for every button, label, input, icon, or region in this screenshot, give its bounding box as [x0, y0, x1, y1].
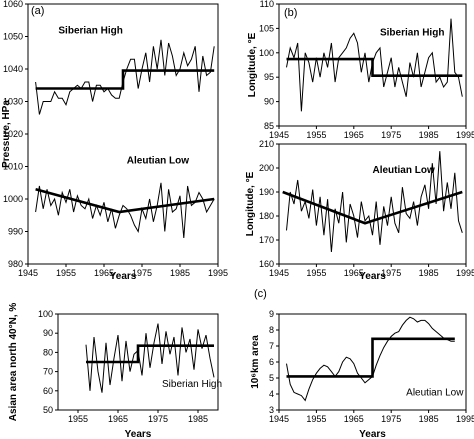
xtick-label-b-top-1995: 1995 [456, 130, 474, 140]
annotation-a-0: Siberian High [58, 25, 122, 36]
ytick-label-c-left-70: 70 [43, 367, 53, 377]
ytick-label-a-990: 990 [8, 227, 23, 237]
xtick-label-b-bottom-1975: 1975 [381, 268, 401, 278]
xtick-label-b-bottom-1965: 1965 [344, 268, 364, 278]
series-line-a-0 [35, 39, 215, 115]
xtick-label-c-right-1975: 1975 [381, 414, 401, 424]
annotation-b-bottom-0: Aleutian Low [373, 165, 435, 176]
xtick-label-c-left-1975: 1975 [148, 414, 168, 424]
ytick-label-c-right-8: 8 [269, 325, 274, 335]
xtick-label-a-1975: 1975 [132, 268, 152, 278]
series-line-b-top-0 [286, 18, 463, 112]
ytick-label-c-right-5: 5 [269, 373, 274, 383]
ytick-label-b-top-110: 110 [260, 0, 274, 9]
ytick-label-c-right-9: 9 [269, 309, 274, 319]
trend-line-a-2 [35, 69, 215, 90]
ytick-label-c-left-50: 50 [43, 405, 53, 415]
y-axis-label-c-left: Asian area north 40°N, % [8, 303, 19, 422]
ytick-label-b-top-90: 90 [264, 97, 274, 107]
x-axis-label-a: Years [110, 271, 137, 282]
xtick-label-b-top-1955: 1955 [306, 130, 326, 140]
panel-label-a: (a) [31, 5, 44, 17]
ytick-label-a-1040: 1040 [3, 64, 23, 74]
xtick-label-c-right-1965: 1965 [344, 414, 364, 424]
y-axis-label-a: Pressure, HPa [1, 100, 12, 168]
ytick-label-b-bottom-160: 160 [259, 259, 274, 269]
ytick-label-b-bottom-190: 190 [259, 187, 274, 197]
xtick-label-c-left-1955: 1955 [68, 414, 88, 424]
ytick-label-c-right-4: 4 [269, 389, 274, 399]
ytick-label-b-top-85: 85 [264, 121, 274, 131]
ytick-label-b-bottom-210: 210 [259, 139, 274, 149]
plot-frame-b-top [278, 3, 467, 127]
xtick-label-b-bottom-1945: 1945 [269, 268, 289, 278]
plot-frame-b-bottom [278, 143, 467, 265]
trend-line-b-bottom-1 [282, 190, 463, 225]
trend-line-a-3 [35, 188, 215, 214]
panel-label-c-right: (c) [254, 288, 267, 300]
series-line-a-1 [35, 182, 215, 239]
ytick-label-a-1050: 1050 [3, 32, 23, 42]
y-axis-label-c-right: 10⁶km area [250, 335, 261, 389]
xtick-label-b-bottom-1955: 1955 [306, 268, 326, 278]
ytick-label-a-1000: 1000 [3, 194, 23, 204]
trend-line-b-top-1 [286, 57, 463, 77]
ytick-label-c-right-3: 3 [269, 405, 274, 415]
series-line-b-bottom-0 [286, 151, 463, 253]
plot-frame-a [27, 3, 219, 265]
x-axis-label-c-left: Years [125, 429, 152, 439]
ytick-label-c-right-7: 7 [269, 341, 274, 351]
trend-line-c-left-1 [86, 344, 214, 364]
ytick-label-b-bottom-180: 180 [259, 211, 274, 221]
y-axis-label-b-bottom: Longitude, °E [245, 171, 256, 236]
ytick-label-c-left-60: 60 [43, 386, 53, 396]
ytick-label-b-top-95: 95 [264, 72, 274, 82]
ytick-label-a-1060: 1060 [3, 0, 23, 9]
xtick-label-a-1945: 1945 [18, 268, 38, 278]
y-axis-label-b-top: Longitude, °E [247, 32, 258, 97]
xtick-label-b-bottom-1995: 1995 [456, 268, 474, 278]
xtick-label-c-right-1985: 1985 [419, 414, 439, 424]
ytick-label-c-left-100: 100 [38, 309, 53, 319]
xtick-label-b-top-1975: 1975 [381, 130, 401, 140]
ytick-label-b-top-100: 100 [259, 48, 274, 58]
ytick-label-c-left-90: 90 [43, 328, 53, 338]
ytick-label-c-left-80: 80 [43, 347, 53, 357]
xtick-label-c-right-1955: 1955 [306, 414, 326, 424]
ytick-label-b-bottom-170: 170 [259, 235, 274, 245]
ytick-label-a-1020: 1020 [3, 129, 23, 139]
x-axis-label-b-bottom: Years [359, 271, 386, 282]
x-axis-label-c-right: Years [359, 429, 386, 439]
panel-label-b-top: (b) [284, 7, 297, 19]
xtick-label-a-1965: 1965 [94, 268, 114, 278]
xtick-label-b-top-1945: 1945 [269, 130, 289, 140]
series-line-c-left-0 [85, 323, 215, 393]
xtick-label-a-1995: 1995 [208, 268, 228, 278]
plot-frame-c-left [57, 313, 219, 411]
xtick-label-a-1985: 1985 [170, 268, 190, 278]
xtick-label-b-bottom-1985: 1985 [419, 268, 439, 278]
xtick-label-b-top-1985: 1985 [419, 130, 439, 140]
xtick-label-a-1955: 1955 [56, 268, 76, 278]
xtick-label-c-left-1985: 1985 [188, 414, 208, 424]
ytick-label-a-1010: 1010 [3, 162, 23, 172]
ytick-label-b-bottom-200: 200 [259, 163, 274, 173]
xtick-label-c-right-1995: 1995 [456, 414, 474, 424]
ytick-label-c-right-6: 6 [269, 357, 274, 367]
ytick-label-a-1030: 1030 [3, 97, 23, 107]
annotation-a-1: Aleutian Low [127, 155, 189, 166]
trend-line-c-right-1 [286, 337, 455, 378]
ytick-label-b-top-105: 105 [259, 23, 274, 33]
xtick-label-b-top-1965: 1965 [344, 130, 364, 140]
annotation-b-top-0: Siberian High [380, 28, 444, 39]
annotation-c-left-0: Siberian High [162, 379, 222, 390]
xtick-label-c-right-1945: 1945 [269, 414, 289, 424]
annotation-c-right-0: Aleutian Low [406, 388, 464, 399]
xtick-label-c-left-1965: 1965 [108, 414, 128, 424]
ytick-label-a-980: 980 [8, 259, 23, 269]
